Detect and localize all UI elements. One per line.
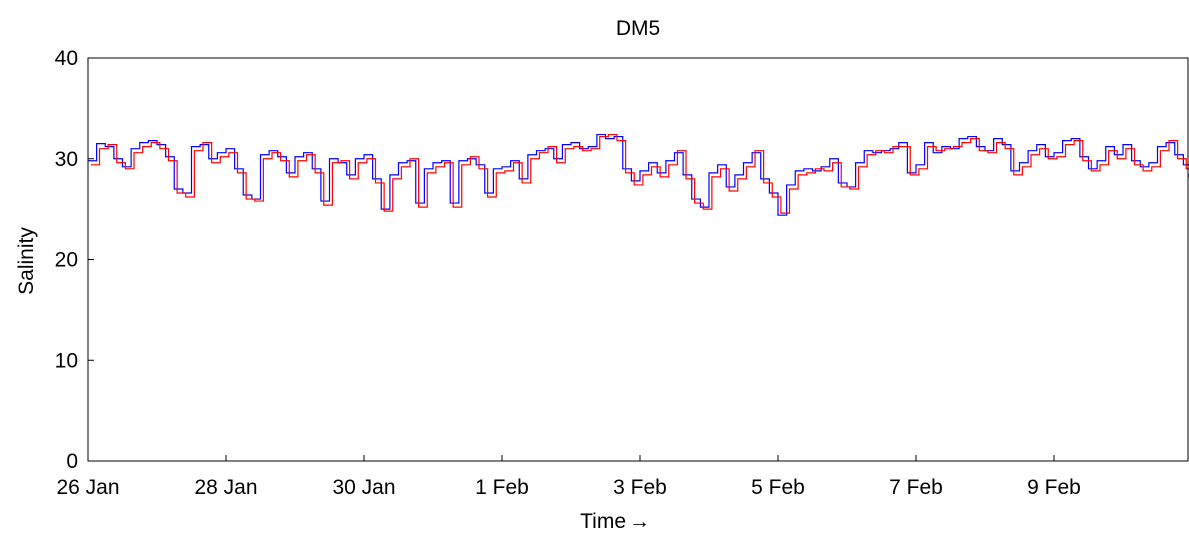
plot-series <box>88 133 1189 216</box>
y-tick-label: 20 <box>55 249 78 272</box>
x-tick-label: 3 Feb <box>613 476 667 499</box>
y-axis-ticks: 0 10 20 30 40 <box>55 47 94 473</box>
x-tick-label: 9 Feb <box>1027 476 1081 499</box>
y-tick-label: 10 <box>55 349 78 372</box>
x-axis-arrow: → <box>629 510 650 533</box>
x-axis-label-group: Time → <box>580 510 650 533</box>
x-tick-label: 26 Jan <box>56 476 119 499</box>
x-tick-label: 1 Feb <box>475 476 529 499</box>
y-tick-label: 0 <box>66 450 78 473</box>
x-axis-ticks: 26 Jan 28 Jan 30 Jan 1 Feb 3 Feb 5 Feb 7 Feb 9 … <box>56 455 1081 499</box>
x-tick-label: 5 Feb <box>751 476 805 499</box>
x-axis-label-text: Time <box>580 510 626 533</box>
series-line-1 <box>88 133 1189 216</box>
chart-title: DM5 <box>616 17 660 40</box>
y-axis-label: Salinity <box>15 227 38 295</box>
x-tick-label: 28 Jan <box>194 476 257 499</box>
x-tick-label: 30 Jan <box>332 476 395 499</box>
y-tick-label: 30 <box>55 148 78 171</box>
y-tick-label: 40 <box>55 47 78 70</box>
x-tick-label: 7 Feb <box>889 476 943 499</box>
x-axis-label: Time → <box>580 510 650 533</box>
plot-frame <box>87 57 1189 462</box>
series-line-2 <box>90 133 1189 214</box>
